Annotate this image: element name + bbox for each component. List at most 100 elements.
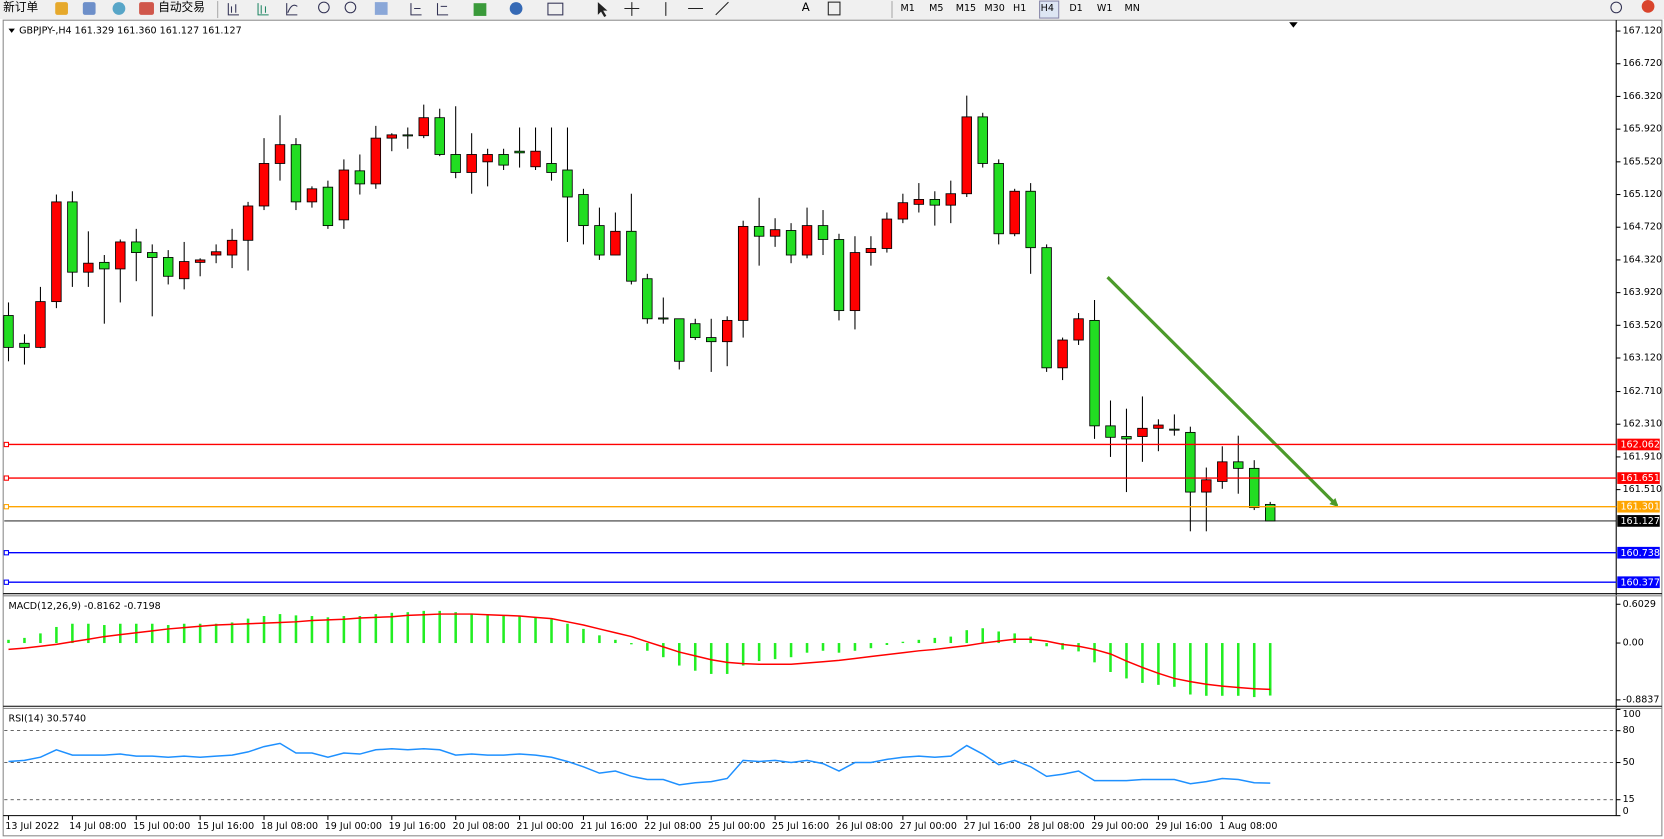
y-tick-label: 0 bbox=[1623, 806, 1629, 817]
candle-body bbox=[51, 201, 62, 303]
chart-frame bbox=[2, 19, 1663, 837]
macd-bar bbox=[917, 639, 921, 644]
macd-bar bbox=[997, 631, 1000, 644]
icon[interactable] bbox=[82, 2, 96, 15]
icon[interactable] bbox=[436, 3, 449, 16]
macd-bar bbox=[103, 625, 106, 644]
icon[interactable] bbox=[624, 2, 640, 16]
icon[interactable] bbox=[257, 3, 269, 16]
candle-body bbox=[1137, 427, 1148, 437]
y-tick-label: 166.720 bbox=[1623, 58, 1662, 69]
toolbar-button[interactable]: 自动交易 bbox=[158, 0, 205, 14]
y-tick-label: 165.520 bbox=[1623, 156, 1662, 167]
timeframe-button[interactable]: D1 bbox=[1069, 3, 1082, 14]
macd-bar bbox=[598, 635, 601, 644]
candle-body bbox=[913, 199, 925, 205]
macd-bar bbox=[1045, 643, 1048, 647]
candle-body bbox=[115, 241, 126, 270]
level-label: 162.062 bbox=[1620, 440, 1659, 451]
macd-bar bbox=[55, 626, 58, 644]
level-label: 161.651 bbox=[1620, 473, 1659, 484]
x-tick-label: 21 Jul 16:00 bbox=[580, 821, 637, 832]
icon[interactable] bbox=[473, 3, 487, 16]
y-tick-label: 165.920 bbox=[1623, 124, 1662, 135]
icon[interactable] bbox=[547, 2, 564, 16]
level-label-bg bbox=[1617, 576, 1660, 589]
icon[interactable] bbox=[665, 1, 729, 16]
candle-body bbox=[226, 239, 238, 256]
timeframe-button[interactable]: H4 bbox=[1041, 3, 1054, 14]
candle-body bbox=[210, 251, 222, 256]
x-tick-label: 19 Jul 16:00 bbox=[389, 821, 446, 832]
macd-bar bbox=[981, 628, 985, 644]
icon[interactable]: A bbox=[802, 0, 810, 14]
macd-signal bbox=[8, 613, 1271, 691]
y-tick-label: 164.720 bbox=[1623, 222, 1662, 233]
candle-body bbox=[578, 194, 589, 227]
macd-bar bbox=[630, 643, 633, 645]
candle-body bbox=[1153, 424, 1164, 429]
timeframe-button[interactable]: M5 bbox=[929, 3, 943, 14]
macd-bar bbox=[582, 628, 585, 644]
y-tick-label: 162.310 bbox=[1623, 419, 1662, 430]
y-tick-label: 164.320 bbox=[1623, 254, 1662, 265]
icon[interactable] bbox=[1641, 0, 1655, 13]
icon[interactable] bbox=[374, 2, 388, 15]
timeframe-button[interactable]: M1 bbox=[900, 3, 914, 14]
timeframe-button[interactable]: MN bbox=[1125, 3, 1140, 14]
candle-body bbox=[530, 150, 541, 168]
icon[interactable] bbox=[112, 2, 126, 15]
candle-body bbox=[3, 315, 14, 348]
y-tick-label: 165.120 bbox=[1623, 189, 1662, 200]
candle-body bbox=[562, 169, 573, 198]
candle-body bbox=[163, 257, 174, 277]
icon[interactable] bbox=[597, 2, 608, 17]
macd-bar bbox=[1252, 643, 1256, 698]
rsi-line bbox=[8, 742, 1271, 786]
icon[interactable] bbox=[410, 3, 422, 16]
icon[interactable] bbox=[1610, 1, 1623, 14]
timeframe-button[interactable]: M30 bbox=[984, 3, 1004, 14]
candle-body bbox=[514, 150, 525, 154]
icon[interactable] bbox=[509, 2, 523, 15]
macd-bar bbox=[374, 614, 378, 644]
macd-bar bbox=[1221, 643, 1224, 696]
icon[interactable] bbox=[227, 3, 239, 16]
candle-body bbox=[290, 144, 302, 203]
icon[interactable] bbox=[286, 3, 298, 16]
macd-bar bbox=[933, 637, 937, 644]
timeframe-button[interactable]: H1 bbox=[1013, 3, 1026, 14]
x-tick-label: 15 Jul 00:00 bbox=[133, 821, 190, 832]
icon[interactable] bbox=[827, 1, 841, 16]
timeframe-button[interactable]: M15 bbox=[956, 3, 976, 14]
macd-bar bbox=[678, 643, 681, 666]
icon[interactable] bbox=[344, 1, 357, 14]
x-tick-label: 29 Jul 16:00 bbox=[1155, 821, 1212, 832]
candle-body bbox=[833, 239, 845, 312]
macd-bar bbox=[470, 613, 473, 644]
candle-body bbox=[178, 261, 190, 280]
shift-marker bbox=[1289, 22, 1298, 28]
x-tick-label: 22 Jul 08:00 bbox=[644, 821, 701, 832]
timeframe-button[interactable]: W1 bbox=[1097, 3, 1113, 14]
macd-bar bbox=[741, 643, 745, 666]
panel-label: GBPJPY-,H4 161.329 161.360 161.127 161.1… bbox=[19, 25, 242, 36]
toolbar-button[interactable]: 新订单 bbox=[3, 0, 38, 14]
macd-bar bbox=[550, 619, 553, 644]
candle-body bbox=[658, 317, 669, 320]
icon[interactable] bbox=[55, 2, 68, 15]
icon[interactable] bbox=[318, 1, 330, 14]
level-label-bg bbox=[1617, 500, 1660, 513]
icon[interactable] bbox=[139, 2, 154, 15]
candle-body bbox=[945, 193, 956, 206]
macd-bar bbox=[837, 643, 841, 653]
macd-bar bbox=[310, 616, 314, 644]
candle-body bbox=[642, 278, 653, 320]
candle-body bbox=[594, 225, 605, 256]
level-handle bbox=[3, 504, 10, 510]
macd-bar bbox=[821, 643, 825, 651]
macd-bar bbox=[39, 633, 42, 644]
y-tick-label: 161.910 bbox=[1623, 451, 1662, 462]
panel-label: MACD(12,26,9) -0.8162 -0.7198 bbox=[8, 601, 160, 612]
